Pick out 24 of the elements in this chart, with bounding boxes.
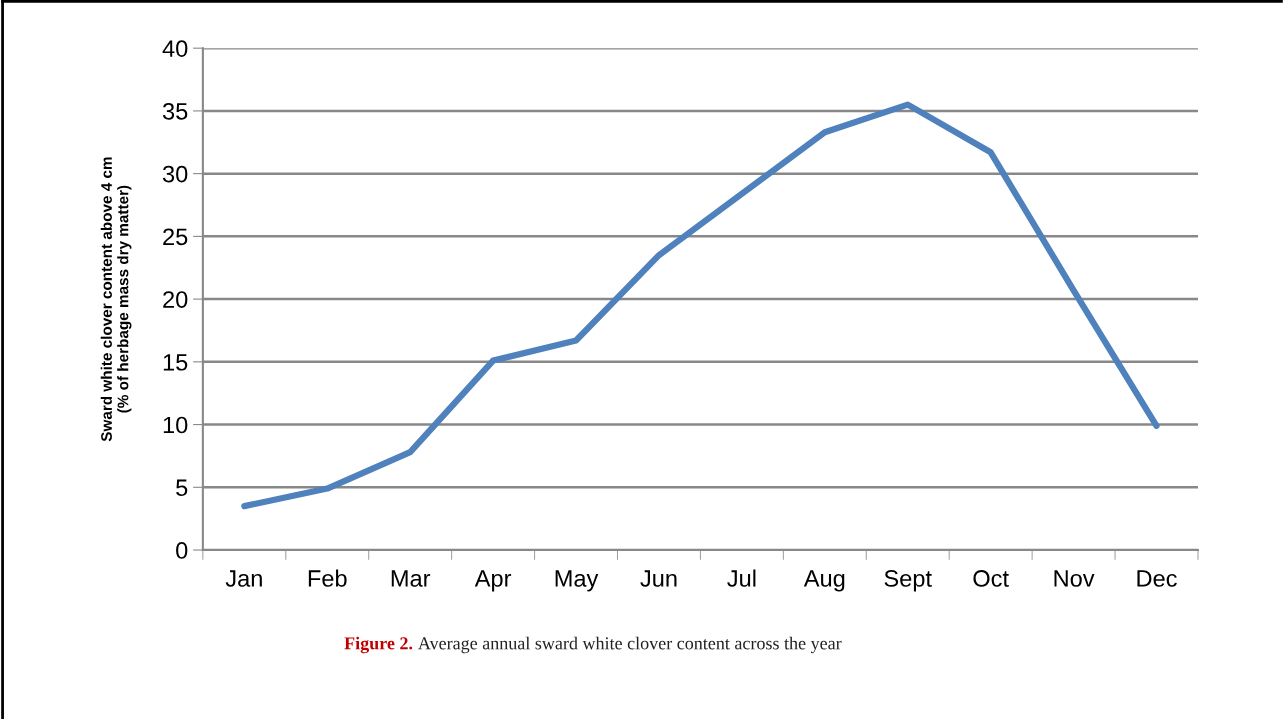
- y-tick-label: 10: [163, 416, 188, 434]
- x-tick-label: Nov: [1054, 570, 1095, 587]
- y-tick-label: 40: [162, 40, 188, 57]
- y-tick-label: 0: [176, 542, 188, 559]
- y-tick-label: 20: [163, 291, 188, 308]
- x-tick-label: Apr: [474, 570, 512, 592]
- y-tick-label: 30: [162, 165, 188, 183]
- y-tick-label: 5: [176, 479, 188, 497]
- text: Average annual sward white clover content across the year: [418, 636, 842, 654]
- y-axis-title: Sward white clover content above 4 cm (% of herbage mass dry matter): [100, 157, 132, 442]
- x-tick-label: Sept: [884, 570, 932, 592]
- x-tick-label: Jun: [640, 570, 677, 587]
- y-tick-label: 25: [163, 228, 188, 246]
- x-tick-label: Dec: [1137, 570, 1177, 587]
- y-tick-label: 15: [163, 354, 188, 371]
- x-tick-label: Jul: [727, 569, 756, 587]
- x-tick-label: May: [555, 570, 599, 592]
- y-tick-label: 35: [162, 102, 188, 120]
- x-tick-label: Aug: [803, 570, 845, 592]
- x-tick-label: Feb: [308, 569, 347, 587]
- x-tick-label: Oct: [973, 570, 1009, 587]
- caption: Figure 2.: [344, 636, 413, 654]
- x-tick-label: Mar: [391, 570, 431, 587]
- x-tick-label: Jan: [225, 570, 262, 587]
